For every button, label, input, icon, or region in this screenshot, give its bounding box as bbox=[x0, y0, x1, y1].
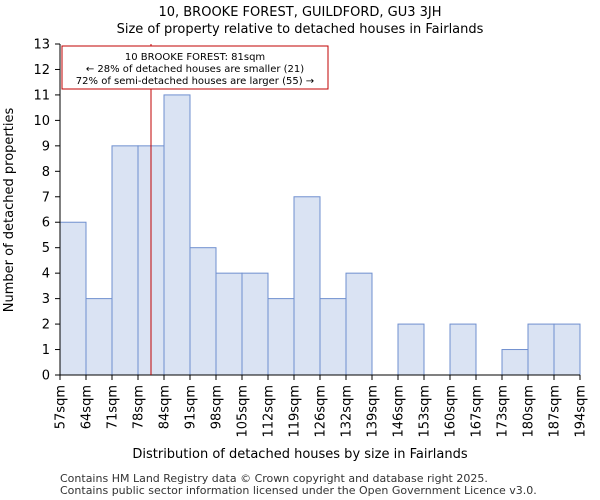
y-tick-label: 8 bbox=[42, 165, 50, 180]
x-tick-label: 194sqm bbox=[574, 385, 589, 438]
annotation-line-3: 72% of semi-detached houses are larger (… bbox=[76, 76, 314, 87]
x-tick-label: 119sqm bbox=[288, 385, 303, 438]
bar-173sqm bbox=[501, 349, 529, 376]
x-tick-label: 105sqm bbox=[236, 385, 251, 438]
y-tick-label: 10 bbox=[33, 114, 50, 129]
x-tick-label: 187sqm bbox=[548, 385, 563, 438]
y-axis-label: Number of detached properties bbox=[2, 108, 17, 313]
annotation-line-1: 10 BROOKE FOREST: 81sqm bbox=[125, 52, 265, 63]
x-tick-label: 167sqm bbox=[470, 385, 485, 438]
chart-subtitle: Size of property relative to detached ho… bbox=[117, 22, 484, 37]
x-tick-label: 57sqm bbox=[54, 385, 69, 429]
x-tick-label: 64sqm bbox=[80, 385, 95, 429]
bar-105sqm bbox=[241, 272, 269, 376]
x-axis-label: Distribution of detached houses by size … bbox=[132, 447, 468, 462]
bar-64sqm bbox=[85, 298, 113, 376]
x-tick-label: 91sqm bbox=[184, 385, 199, 429]
y-tick-label: 0 bbox=[42, 369, 50, 384]
bar-57sqm bbox=[59, 221, 87, 376]
x-tick-label: 132sqm bbox=[340, 385, 355, 438]
x-tick-label: 78sqm bbox=[132, 385, 147, 429]
x-tick-label: 139sqm bbox=[366, 385, 381, 438]
annotation-line-2: ← 28% of detached houses are smaller (21… bbox=[86, 64, 304, 75]
x-tick-label: 153sqm bbox=[418, 385, 433, 438]
footer-line-1: Contains HM Land Registry data © Crown c… bbox=[60, 472, 488, 485]
y-tick-label: 12 bbox=[33, 63, 50, 78]
annotation-box bbox=[61, 45, 329, 90]
bar-146sqm bbox=[397, 323, 425, 376]
footer-line-2: Contains public sector information licen… bbox=[60, 484, 537, 497]
y-tick-label: 1 bbox=[42, 343, 50, 358]
bar-91sqm bbox=[189, 247, 217, 376]
bar-84sqm bbox=[163, 94, 191, 376]
x-tick-label: 71sqm bbox=[106, 385, 121, 429]
y-tick-label: 11 bbox=[33, 88, 50, 103]
x-tick-label: 112sqm bbox=[262, 385, 277, 438]
y-tick-label: 3 bbox=[42, 292, 50, 307]
y-tick-label: 2 bbox=[42, 318, 50, 333]
x-tick-label: 84sqm bbox=[158, 385, 173, 429]
bars-group bbox=[59, 94, 581, 376]
bar-160sqm bbox=[449, 323, 477, 376]
y-tick-label: 5 bbox=[42, 241, 50, 256]
x-tick-label: 180sqm bbox=[522, 385, 537, 438]
y-tick-label: 13 bbox=[33, 38, 50, 53]
bar-98sqm bbox=[215, 272, 243, 376]
bar-132sqm bbox=[345, 272, 373, 376]
bar-112sqm bbox=[267, 298, 295, 376]
bar-119sqm bbox=[293, 196, 321, 376]
x-tick-label: 98sqm bbox=[210, 385, 225, 429]
y-tick-label: 9 bbox=[42, 139, 50, 154]
y-tick-label: 4 bbox=[42, 267, 50, 282]
bar-180sqm bbox=[527, 323, 555, 376]
x-tick-label: 173sqm bbox=[496, 385, 511, 438]
y-tick-label: 7 bbox=[42, 190, 50, 205]
x-tick-label: 160sqm bbox=[444, 385, 459, 438]
bar-126sqm bbox=[319, 298, 347, 376]
x-axis-ticks: 57sqm 64sqm 71sqm 78sqm 84sqm 91sqm 98sqm 105sq… bbox=[54, 375, 589, 438]
x-tick-label: 146sqm bbox=[392, 385, 407, 438]
x-tick-label: 126sqm bbox=[314, 385, 329, 438]
bar-187sqm bbox=[553, 323, 581, 376]
chart-title: 10, BROOKE FOREST, GUILDFORD, GU3 3JH bbox=[158, 5, 441, 20]
y-tick-label: 6 bbox=[42, 216, 50, 231]
bar-71sqm bbox=[111, 145, 139, 376]
